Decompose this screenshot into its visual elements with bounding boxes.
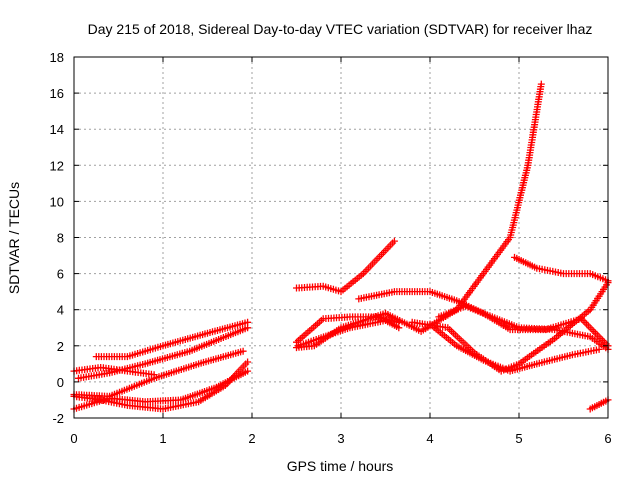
y-tick-label: 4 bbox=[57, 303, 64, 318]
x-axis-label: GPS time / hours bbox=[287, 458, 394, 474]
series-arc-10 bbox=[293, 80, 545, 352]
x-tick-label: 5 bbox=[515, 431, 522, 446]
marker-path bbox=[293, 80, 545, 352]
marker-path bbox=[92, 318, 252, 361]
y-tick-label: 14 bbox=[50, 122, 64, 137]
y-tick-label: 12 bbox=[50, 158, 64, 173]
series-arc-2 bbox=[92, 318, 252, 361]
y-axis-label: SDTVAR / TECUs bbox=[6, 182, 22, 294]
series-arc-3 bbox=[75, 324, 252, 382]
marker-path bbox=[426, 320, 603, 375]
x-tick-label: 2 bbox=[248, 431, 255, 446]
x-tick-label: 3 bbox=[337, 431, 344, 446]
chart-title: Day 215 of 2018, Sidereal Day-to-day VTE… bbox=[88, 21, 593, 37]
y-tick-label: 10 bbox=[50, 194, 64, 209]
y-tick-label: 16 bbox=[50, 86, 64, 101]
marker-path bbox=[75, 324, 252, 382]
series-arc-14 bbox=[435, 302, 612, 353]
marker-path bbox=[435, 302, 612, 353]
y-tick-label: -2 bbox=[52, 411, 64, 426]
grid-lines bbox=[74, 57, 608, 418]
y-tick-label: 18 bbox=[50, 50, 64, 65]
x-tick-label: 1 bbox=[159, 431, 166, 446]
marker-path bbox=[511, 253, 612, 285]
y-tick-label: 6 bbox=[57, 267, 64, 282]
series-arc-13 bbox=[426, 320, 603, 375]
y-tick-label: 0 bbox=[57, 375, 64, 390]
series-arc-15 bbox=[511, 253, 612, 285]
marker-path bbox=[293, 237, 398, 296]
x-tick-label: 0 bbox=[70, 431, 77, 446]
x-tick-label: 6 bbox=[604, 431, 611, 446]
series-arc-7 bbox=[293, 237, 398, 296]
y-tick-label: 2 bbox=[57, 339, 64, 354]
x-tick-label: 4 bbox=[426, 431, 433, 446]
y-tick-label: 8 bbox=[57, 231, 64, 246]
